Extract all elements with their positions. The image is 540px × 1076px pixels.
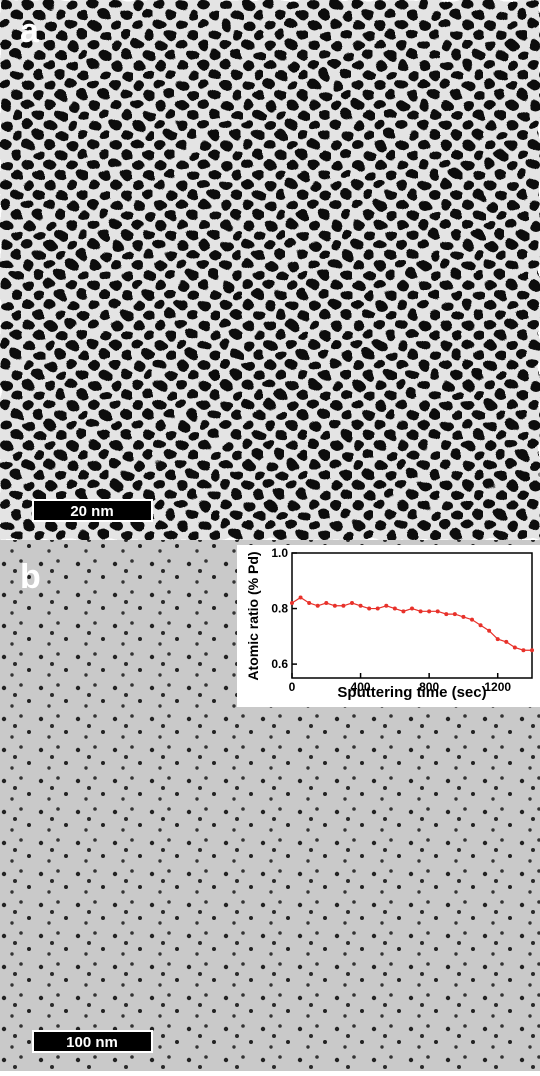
data-point — [530, 648, 534, 652]
data-point — [496, 637, 500, 641]
data-point — [350, 601, 354, 605]
data-point — [367, 607, 371, 611]
data-point — [393, 607, 397, 611]
data-point — [453, 612, 457, 616]
figure: a b 20 nm 100 nm Sputtering time (sec) A… — [0, 0, 540, 1071]
data-point — [513, 645, 517, 649]
data-point — [290, 601, 294, 605]
data-point — [504, 640, 508, 644]
data-point — [521, 648, 525, 652]
y-tick-label: 0.8 — [271, 602, 288, 616]
x-tick-label: 1200 — [484, 680, 511, 694]
data-point — [341, 604, 345, 608]
data-point — [359, 604, 363, 608]
data-point — [487, 629, 491, 633]
y-tick-label: 0.6 — [271, 657, 288, 671]
data-point — [299, 595, 303, 599]
data-point — [436, 609, 440, 613]
y-axis-label: Atomic ratio (% Pd) — [245, 551, 261, 680]
x-tick-label: 400 — [351, 680, 371, 694]
data-point — [316, 604, 320, 608]
y-tick-label: 1.0 — [271, 546, 288, 560]
data-point — [419, 609, 423, 613]
data-point — [461, 615, 465, 619]
data-point — [410, 607, 414, 611]
panel-label: a — [20, 12, 40, 50]
data-point — [479, 623, 483, 627]
tem-image-a — [0, 0, 540, 540]
data-point — [384, 604, 388, 608]
data-point — [427, 609, 431, 613]
x-tick-label: 0 — [289, 680, 296, 694]
x-tick-label: 800 — [419, 680, 439, 694]
data-point — [444, 612, 448, 616]
data-point — [401, 609, 405, 613]
panel-label: b — [20, 558, 41, 596]
scale-bar-label: 20 nm — [70, 503, 113, 520]
scale-bar-label: 100 nm — [66, 1034, 118, 1051]
data-point — [333, 604, 337, 608]
data-point — [470, 618, 474, 622]
data-point — [376, 607, 380, 611]
data-point — [307, 601, 311, 605]
data-point — [324, 601, 328, 605]
